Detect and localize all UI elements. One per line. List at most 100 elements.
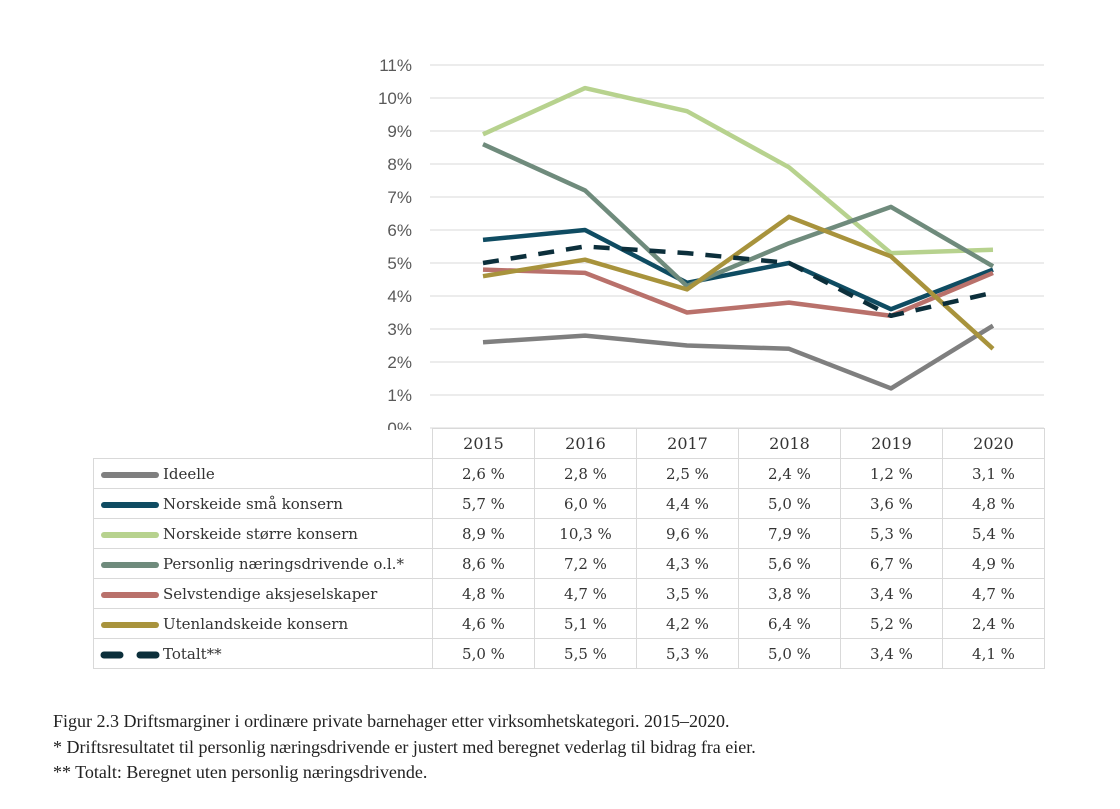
data-label: 5,4 %: [942, 518, 1045, 549]
data-label: 3,1 %: [942, 458, 1045, 489]
data-label: 4,1 %: [942, 638, 1045, 669]
line-chart: 0% 1% 2% 3% 4% 5% 6% 7% 8% 9% 10% 11%: [378, 56, 1044, 430]
data-label: 5,7 %: [432, 488, 535, 519]
series-line-norskeide-st-rre-konsern: [482, 85, 994, 256]
data-label: 2,8 %: [534, 458, 637, 489]
data-label: 6,7 %: [840, 548, 943, 579]
data-label: 3,6 %: [840, 488, 943, 519]
data-label: 10,3 %: [534, 518, 637, 549]
legend-entry: Norskeide større konsern: [93, 518, 433, 549]
y-tick-label: 5%: [387, 254, 412, 273]
y-tick-label: 10%: [378, 89, 412, 108]
data-label: 2,5 %: [636, 458, 739, 489]
legend-swatch: [101, 471, 159, 478]
data-label: 3,5 %: [636, 578, 739, 609]
y-tick-label: 7%: [387, 188, 412, 207]
table-row: Selvstendige aksjeselskaper 4,8 % 4,7 % 3,5…: [93, 578, 1045, 609]
series-name: Ideelle: [163, 464, 215, 483]
year-header: 2016: [534, 428, 637, 459]
data-label: 2,4 %: [738, 458, 841, 489]
data-label: 5,1 %: [534, 608, 637, 639]
series-name: Norskeide små konsern: [163, 494, 343, 513]
data-label: 7,9 %: [738, 518, 841, 549]
y-tick-label: 8%: [387, 155, 412, 174]
year-header: 2015: [432, 428, 535, 459]
data-label: 4,2 %: [636, 608, 739, 639]
data-label: 4,7 %: [942, 578, 1045, 609]
data-label: 1,2 %: [840, 458, 943, 489]
data-label: 5,0 %: [432, 638, 535, 669]
legend-swatch: [100, 651, 160, 658]
table-row: Personlig næringsdrivende o.l.* 8,6 % 7,2 …: [93, 548, 1045, 579]
data-label: 5,0 %: [738, 488, 841, 519]
table-header: 2015 2016 2017 2018 2019 2020: [94, 428, 1045, 459]
data-label: 5,6 %: [738, 548, 841, 579]
data-label: 3,8 %: [738, 578, 841, 609]
y-tick-label: 4%: [387, 287, 412, 306]
data-label: 7,2 %: [534, 548, 637, 579]
series-line-norskeide-sm-konsern: [482, 227, 994, 312]
footnote-1: * Driftsresultatet til personlig nærings…: [53, 737, 756, 757]
data-label: 5,3 %: [636, 638, 739, 669]
year-header: 2019: [840, 428, 943, 459]
series-name: Norskeide større konsern: [163, 524, 358, 543]
legend-swatch: [101, 621, 159, 628]
table-row: Utenlandskeide konsern 4,6 % 5,1 % 4,2 % 6,4…: [93, 608, 1045, 639]
data-label: 4,9 %: [942, 548, 1045, 579]
y-tick-label: 6%: [387, 221, 412, 240]
series-name: Totalt**: [163, 644, 222, 663]
y-tick-label: 1%: [387, 386, 412, 405]
footnote-2: ** Totalt: Beregnet uten personlig nærin…: [53, 762, 428, 782]
series-name: Utenlandskeide konsern: [163, 614, 349, 633]
table-row: Norskeide større konsern 8,9 % 10,3 % 9,6 %…: [93, 518, 1045, 549]
data-label: 4,4 %: [636, 488, 739, 519]
legend-swatch: [101, 591, 159, 598]
data-label: 2,6 %: [432, 458, 535, 489]
legend-entry: Norskeide små konsern: [93, 488, 433, 519]
figure-caption: Figur 2.3 Driftsmarginer i ordinære priv…: [53, 711, 730, 731]
series-name: Personlig næringsdrivende o.l.*: [163, 554, 404, 573]
legend-entry: Selvstendige aksjeselskaper: [93, 578, 433, 609]
year-header: 2020: [942, 428, 1045, 459]
series-name: Selvstendige aksjeselskaper: [163, 584, 378, 603]
data-label: 5,3 %: [840, 518, 943, 549]
data-label: 3,4 %: [840, 578, 943, 609]
data-label: 8,9 %: [432, 518, 535, 549]
table-row: Totalt** 5,0 % 5,5 % 5,3 % 5,0 % 3,4 % 4,1 %: [93, 638, 1045, 669]
legend-entry: Utenlandskeide konsern: [93, 608, 433, 639]
series-line-ideelle: [482, 323, 995, 391]
data-label: 4,8 %: [942, 488, 1045, 519]
y-tick-label: 0%: [387, 419, 412, 430]
table-row: Norskeide små konsern 5,7 % 6,0 % 4,4 % 5,0 …: [93, 488, 1045, 519]
data-label: 5,2 %: [840, 608, 943, 639]
legend-swatch: [101, 531, 159, 538]
data-label: 4,6 %: [432, 608, 535, 639]
series-line-utenlandskeide-konsern: [482, 214, 995, 351]
legend-entry: Ideelle: [93, 458, 433, 489]
legend-swatch: [101, 561, 159, 568]
legend-entry: Totalt**: [93, 638, 433, 669]
y-tick-label: 11%: [379, 56, 412, 75]
data-label: 6,4 %: [738, 608, 841, 639]
legend-swatch: [101, 501, 159, 508]
data-label: 3,4 %: [840, 638, 943, 669]
data-label: 5,5 %: [534, 638, 637, 669]
series-line-totalt-: [482, 244, 994, 319]
series-line-selvstendige-aksjeselskaper: [482, 267, 994, 319]
year-header: 2018: [738, 428, 841, 459]
data-label: 2,4 %: [942, 608, 1045, 639]
y-tick-label: 9%: [387, 122, 412, 141]
data-label: 8,6 %: [432, 548, 535, 579]
data-table: 2015 2016 2017 2018 2019 2020 Ideelle 2,6 % 2,8 …: [93, 428, 1045, 669]
data-label: 5,0 %: [738, 638, 841, 669]
header-blank: [94, 429, 433, 459]
data-label: 6,0 %: [534, 488, 637, 519]
data-label: 9,6 %: [636, 518, 739, 549]
legend-entry: Personlig næringsdrivende o.l.*: [93, 548, 433, 579]
data-label: 4,8 %: [432, 578, 535, 609]
series-line-personlig-n-ringsdrivende-o-l-: [482, 142, 995, 289]
y-tick-label: 2%: [387, 353, 412, 372]
year-header: 2017: [636, 428, 739, 459]
data-label: 4,7 %: [534, 578, 637, 609]
y-tick-label: 3%: [387, 320, 412, 339]
